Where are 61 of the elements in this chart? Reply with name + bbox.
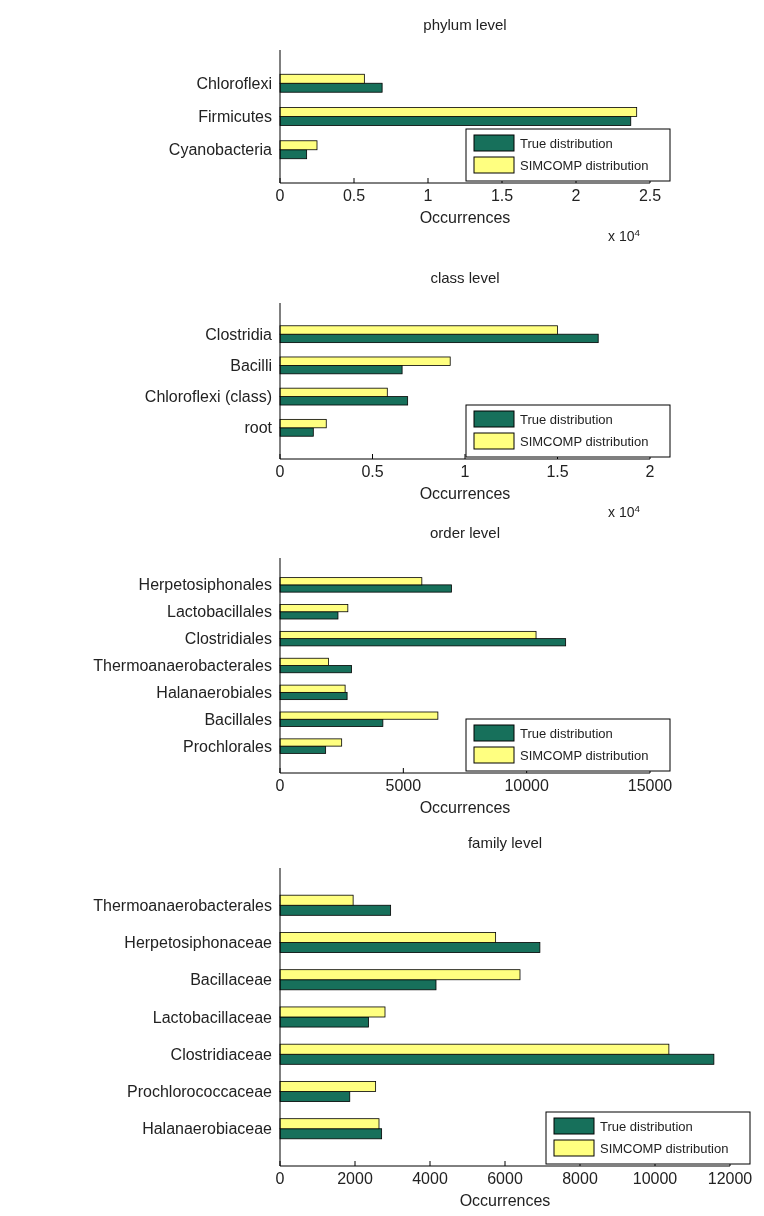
chart-title: order level bbox=[429, 524, 501, 541]
y-tick-label: Cyanobacteria bbox=[168, 141, 273, 159]
x-tick-label: 1.5 bbox=[490, 187, 514, 204]
x-tick-label: 12000 bbox=[707, 1170, 753, 1187]
y-tick-label: Prochlorococcaceae bbox=[127, 1083, 273, 1100]
y-tick-label: Bacilli bbox=[230, 356, 272, 374]
y-tick-label: Halanaerobiales bbox=[156, 683, 272, 701]
x-tick-label: 0 bbox=[275, 1170, 285, 1187]
x-tick-label: 15000 bbox=[627, 777, 673, 794]
x-tick-label: 2 bbox=[571, 187, 581, 204]
y-tick-label: Chloroflexi bbox=[196, 74, 272, 92]
x-tick-label: 2000 bbox=[337, 1170, 373, 1187]
legend-label: True distribution bbox=[600, 1118, 693, 1134]
y-tick-label: Prochlorales bbox=[183, 737, 272, 755]
y-tick-label: Bacillaceae bbox=[190, 971, 273, 989]
x-tick-label: 8000 bbox=[562, 1170, 598, 1187]
x-tick-label: 5000 bbox=[385, 777, 422, 794]
x-tick-label: 0 bbox=[275, 187, 285, 204]
legend-label: True distribution bbox=[520, 411, 613, 427]
text: x 10$^{4}$ bbox=[608, 226, 641, 244]
legend-label: SIMCOMP distribution bbox=[520, 157, 649, 173]
legend-label: True distribution bbox=[520, 135, 613, 151]
legend-label: SIMCOMP distribution bbox=[520, 747, 649, 763]
x-axis-title: Occurrences bbox=[419, 209, 511, 226]
x-tick-label: 0.5 bbox=[342, 187, 366, 204]
y-tick-label: Halanaerobiaceae bbox=[142, 1120, 273, 1138]
legend-label: True distribution bbox=[520, 725, 613, 741]
x-tick-label: 4000 bbox=[412, 1170, 448, 1187]
y-tick-label: Thermoanaerobacterales bbox=[93, 896, 272, 914]
y-tick-label: Firmicutes bbox=[198, 108, 272, 125]
legend-label: SIMCOMP distribution bbox=[600, 1140, 729, 1156]
x-tick-label: 0 bbox=[275, 777, 285, 794]
chart-title: family level bbox=[467, 834, 543, 851]
y-tick-label: Herpetosiphonales bbox=[138, 576, 272, 594]
y-tick-label: root bbox=[244, 419, 273, 437]
x-tick-label: 10000 bbox=[632, 1170, 678, 1187]
text: x 10$^{4}$ bbox=[608, 502, 641, 520]
y-tick-label: Herpetosiphonaceae bbox=[124, 934, 273, 951]
x-tick-label: 2 bbox=[645, 463, 655, 480]
y-tick-label: Lactobacillaceae bbox=[152, 1008, 273, 1026]
x-axis-title: Occurrences bbox=[459, 1192, 551, 1209]
x-tick-label: 1 bbox=[423, 187, 433, 204]
y-tick-label: Thermoanaerobacterales bbox=[93, 657, 272, 674]
y-tick-label: Clostridia bbox=[205, 325, 273, 343]
chart-title: phylum level bbox=[423, 16, 507, 33]
x-tick-label: 2.5 bbox=[638, 187, 662, 204]
x-axis-title: Occurrences bbox=[419, 485, 511, 502]
x-tick-label: 6000 bbox=[487, 1170, 523, 1187]
y-tick-label: Clostridiales bbox=[184, 630, 272, 648]
y-tick-label: Bacillales bbox=[204, 710, 272, 728]
y-tick-label: Lactobacillales bbox=[167, 603, 272, 621]
x-tick-label: 0.5 bbox=[361, 463, 384, 480]
y-tick-label: Clostridiaceae bbox=[170, 1045, 273, 1063]
x-tick-label: 0 bbox=[275, 463, 285, 480]
x-tick-label: 10000 bbox=[504, 777, 550, 794]
x-tick-label: 1 bbox=[460, 463, 470, 480]
x-axis-title: Occurrences bbox=[419, 799, 511, 816]
chart-title: class level bbox=[430, 269, 500, 286]
legend-label: SIMCOMP distribution bbox=[520, 433, 649, 449]
x-tick-label: 1.5 bbox=[546, 463, 569, 480]
y-tick-label: Chloroflexi (class) bbox=[144, 388, 272, 406]
